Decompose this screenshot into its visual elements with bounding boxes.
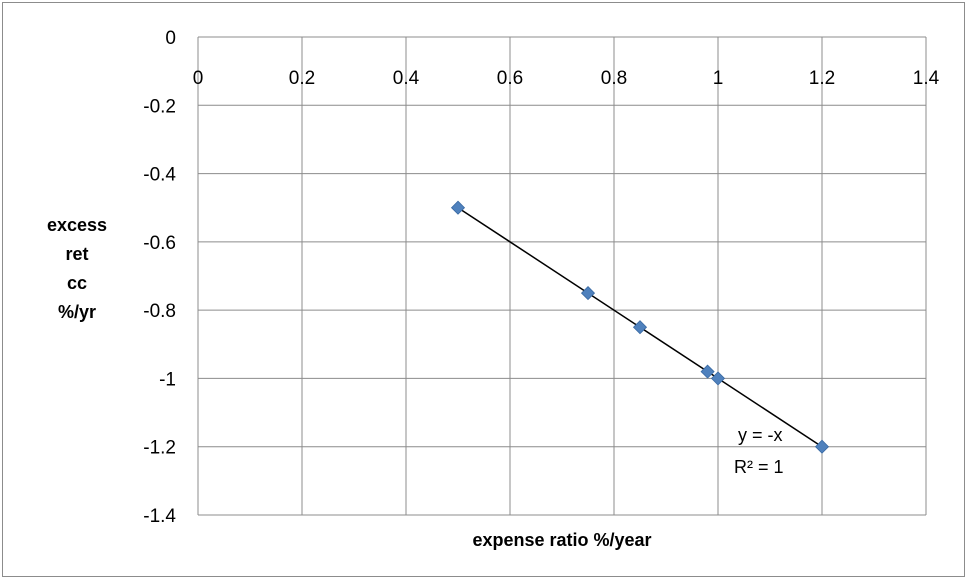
- axis-titles: expense ratio %/year excess ret cc %/yr: [47, 215, 652, 550]
- data-point: [710, 371, 726, 386]
- trendline-group: y = -x R² = 1: [457, 207, 823, 477]
- x-tick-label: 1: [713, 68, 724, 89]
- y-tick-label: -1.4: [143, 506, 176, 527]
- y-tick-label: -0.2: [143, 96, 176, 117]
- y-tick-label: -0.6: [143, 233, 176, 254]
- y-tick-label: -1: [159, 369, 176, 390]
- y-tick-label: -0.4: [143, 165, 176, 186]
- data-point: [450, 200, 466, 215]
- x-axis-title: expense ratio %/year: [472, 530, 651, 550]
- y-tick-label: 0: [165, 28, 176, 49]
- trendline-r-squared: R² = 1: [734, 457, 784, 477]
- x-tick-label: 0.4: [393, 68, 420, 89]
- data-point: [700, 364, 715, 379]
- y-tick-labels: 0 -0.2 -0.4 -0.6 -0.8 -1 -1.2 -1.4: [143, 28, 176, 527]
- y-axis-title-line: %/yr: [58, 302, 96, 322]
- data-points: [450, 200, 830, 454]
- y-axis-title-line: ret: [65, 244, 88, 264]
- data-point: [580, 286, 596, 301]
- scatter-chart: 0 0.2 0.4 0.6 0.8 1 1.2 1.4 0 -0.2 -0.4 -0.6 -0.8 -1…: [47, 28, 940, 550]
- x-tick-label: 0.2: [289, 68, 315, 89]
- x-tick-label: 0.8: [601, 68, 627, 89]
- y-tick-label: -0.8: [143, 301, 176, 322]
- x-tick-labels: 0 0.2 0.4 0.6 0.8 1 1.2 1.4: [193, 68, 940, 89]
- x-tick-label: 0.6: [497, 68, 523, 89]
- x-tick-label: 0: [193, 68, 204, 89]
- x-tick-label: 1.2: [809, 68, 835, 89]
- data-point: [814, 439, 830, 454]
- y-axis-title-line: cc: [67, 273, 87, 293]
- trendline-equation: y = -x: [738, 425, 783, 445]
- gridlines: [197, 36, 927, 516]
- data-point: [632, 320, 648, 335]
- y-tick-label: -1.2: [143, 438, 176, 459]
- x-tick-label: 1.4: [913, 68, 940, 89]
- y-axis-title-line: excess: [47, 215, 107, 235]
